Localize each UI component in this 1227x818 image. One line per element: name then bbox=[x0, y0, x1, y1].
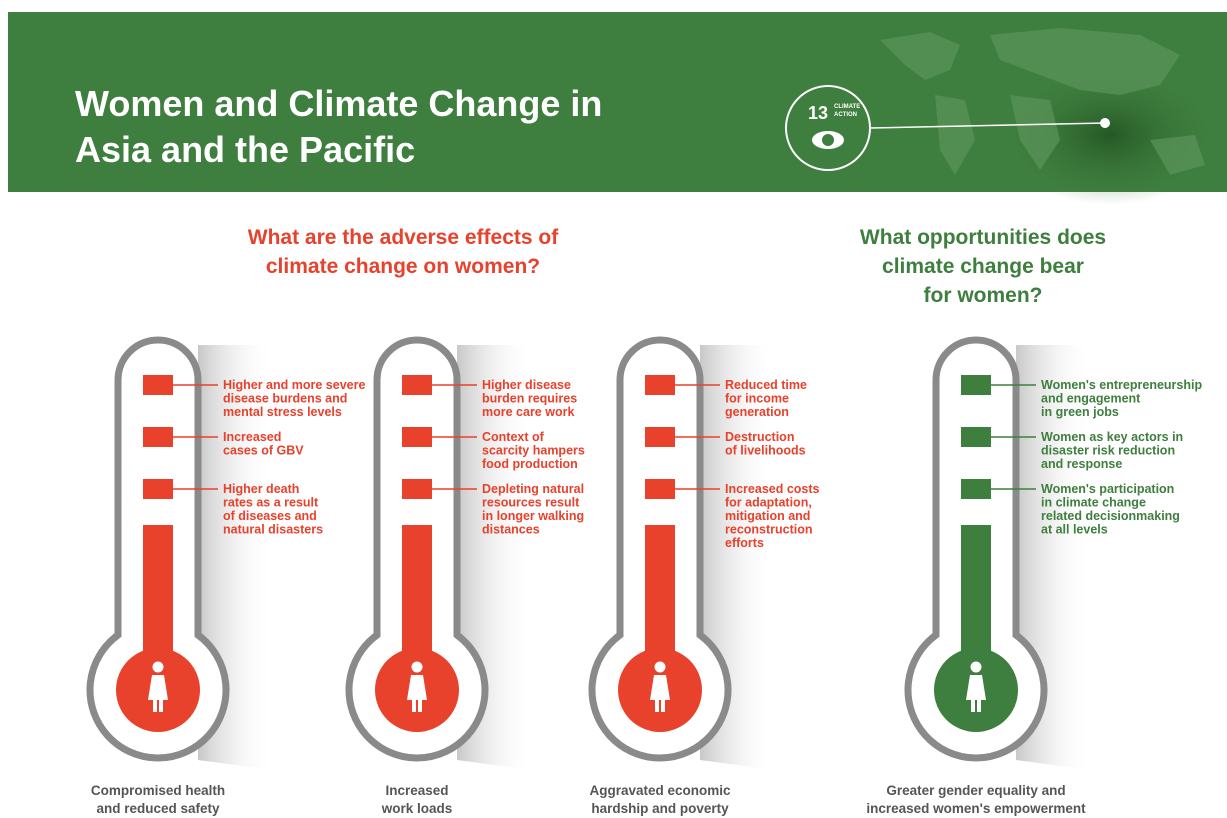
effect-text: and response bbox=[1041, 457, 1122, 471]
caption: Compromised health bbox=[91, 783, 225, 798]
effect-text: of diseases and bbox=[223, 509, 317, 523]
woman-head bbox=[654, 661, 666, 673]
effect-text: related decisionmaking bbox=[1041, 509, 1180, 523]
level-marker bbox=[961, 375, 991, 395]
effect-text: and engagement bbox=[1041, 392, 1141, 406]
effect-text: Women's entrepreneurship bbox=[1041, 378, 1202, 392]
section-heading: climate change bear bbox=[882, 255, 1084, 278]
effect-text: natural disasters bbox=[223, 523, 323, 537]
badge-line bbox=[869, 122, 1106, 129]
effect-text: more care work bbox=[482, 405, 574, 419]
world-map bbox=[880, 28, 1205, 175]
level-marker bbox=[961, 427, 991, 447]
effect-text: Higher and more severe bbox=[223, 378, 365, 392]
badge-number: 13 bbox=[808, 103, 828, 123]
title: Asia and the Pacific bbox=[75, 129, 415, 170]
level-marker bbox=[402, 427, 432, 447]
effect-text: of livelihoods bbox=[725, 444, 806, 458]
effect-text: Increased costs bbox=[725, 482, 820, 496]
level-marker bbox=[645, 375, 675, 395]
banner-shade bbox=[1000, 65, 1220, 205]
effect-text: food production bbox=[482, 457, 578, 471]
level-marker bbox=[402, 375, 432, 395]
level-marker bbox=[143, 375, 173, 395]
effect-text: resources result bbox=[482, 496, 580, 510]
effect-text: in climate change bbox=[1041, 496, 1146, 510]
badge-iris bbox=[822, 134, 834, 146]
woman-body bbox=[407, 675, 427, 712]
level-marker bbox=[143, 479, 173, 499]
woman-head bbox=[152, 661, 164, 673]
level-marker bbox=[961, 479, 991, 499]
caption: increased women's empowerment bbox=[866, 801, 1086, 816]
effect-text: in green jobs bbox=[1041, 405, 1119, 419]
level-marker bbox=[402, 479, 432, 499]
effect-text: in longer walking bbox=[482, 509, 584, 523]
caption: Greater gender equality and bbox=[886, 783, 1065, 798]
section-heading: for women? bbox=[924, 284, 1043, 307]
effect-text: mitigation and bbox=[725, 509, 810, 523]
effect-text: rates as a result bbox=[223, 496, 319, 510]
effect-text: Destruction bbox=[725, 430, 794, 444]
effect-text: Women as key actors in bbox=[1041, 430, 1183, 444]
effect-text: Reduced time bbox=[725, 378, 807, 392]
woman-body bbox=[966, 675, 986, 712]
effect-text: disaster risk reduction bbox=[1041, 444, 1175, 458]
effect-text: disease burdens and bbox=[223, 392, 347, 406]
section-heading: What are the adverse effects of bbox=[248, 226, 559, 249]
woman-head bbox=[970, 661, 982, 673]
effect-text: burden requires bbox=[482, 392, 577, 406]
effect-text: generation bbox=[725, 405, 789, 419]
effect-text: efforts bbox=[725, 536, 764, 550]
effect-text: mental stress levels bbox=[223, 405, 342, 419]
level-marker bbox=[645, 427, 675, 447]
caption: and reduced safety bbox=[96, 801, 220, 816]
caption: hardship and poverty bbox=[591, 801, 729, 816]
effect-text: Depleting natural bbox=[482, 482, 584, 496]
effect-text: for income bbox=[725, 392, 789, 406]
effect-text: cases of GBV bbox=[223, 444, 304, 458]
effect-text: for adaptation, bbox=[725, 496, 812, 510]
badge-label: ACTION bbox=[834, 112, 857, 118]
effect-text: scarcity hampers bbox=[482, 444, 585, 458]
badge-label: CLIMATE bbox=[834, 104, 860, 110]
badge-dot bbox=[1100, 118, 1110, 128]
level-marker bbox=[645, 479, 675, 499]
effect-text: Women's participation bbox=[1041, 482, 1174, 496]
woman-head bbox=[411, 661, 423, 673]
effect-text: at all levels bbox=[1041, 523, 1108, 537]
effect-text: Higher disease bbox=[482, 378, 571, 392]
effect-text: Increased bbox=[223, 430, 281, 444]
level-marker bbox=[143, 427, 173, 447]
effect-text: reconstruction bbox=[725, 523, 813, 537]
woman-body bbox=[148, 675, 168, 712]
caption: work loads bbox=[381, 801, 453, 816]
section-heading: What opportunities does bbox=[860, 226, 1106, 249]
woman-body bbox=[650, 675, 670, 712]
title: Women and Climate Change in bbox=[75, 83, 602, 124]
effect-text: distances bbox=[482, 523, 540, 537]
caption: Aggravated economic bbox=[589, 783, 731, 798]
effect-text: Higher death bbox=[223, 482, 299, 496]
section-heading: climate change on women? bbox=[266, 255, 540, 278]
effect-text: Context of bbox=[482, 430, 545, 444]
caption: Increased bbox=[385, 783, 448, 798]
